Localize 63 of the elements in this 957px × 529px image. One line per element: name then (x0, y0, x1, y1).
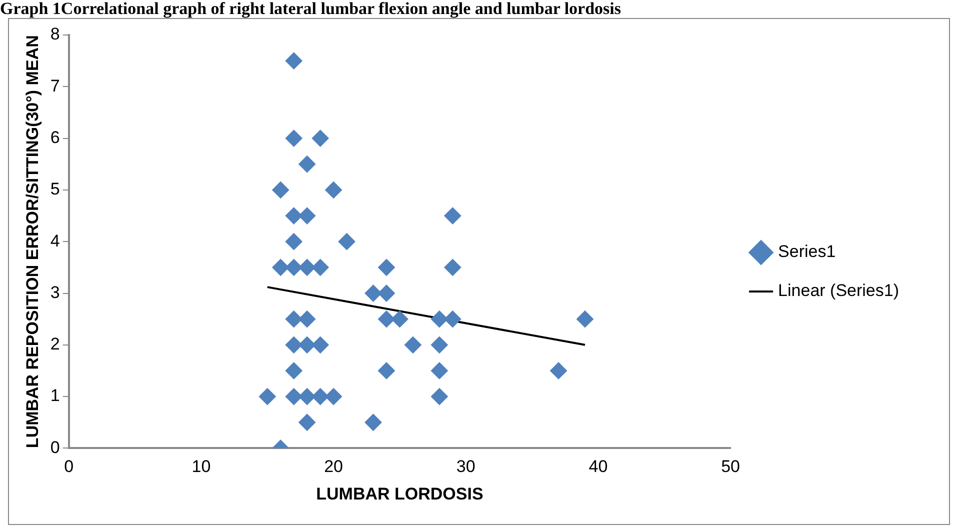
point (312, 130, 329, 147)
y-tick-label: 3 (50, 282, 60, 302)
point (444, 207, 462, 224)
y-tick-label: 4 (50, 231, 60, 250)
point (430, 310, 448, 328)
point (404, 336, 422, 354)
point (298, 414, 316, 431)
point (285, 336, 302, 354)
point (325, 388, 342, 406)
x-tick-label: 20 (324, 457, 343, 476)
x-tick-label: 40 (588, 457, 608, 476)
point (364, 284, 382, 302)
point (298, 207, 316, 224)
point (430, 362, 448, 380)
y-tick-label: 2 (50, 334, 60, 354)
point (298, 336, 316, 354)
legend-label: Series1 (778, 242, 836, 262)
y-tick-label: 8 (50, 24, 60, 44)
point (298, 310, 316, 328)
point (298, 388, 316, 406)
legend-label: Linear (Series1) (778, 281, 900, 300)
point (444, 310, 462, 328)
point (576, 310, 594, 328)
point (285, 258, 302, 276)
point (378, 284, 395, 302)
point (285, 52, 302, 70)
point (430, 336, 448, 354)
point (550, 362, 568, 380)
point (312, 258, 329, 276)
point (391, 310, 408, 328)
point (325, 181, 342, 198)
point (272, 181, 290, 198)
y-tick-label: 5 (50, 180, 60, 199)
x-tick-label: 10 (192, 457, 211, 476)
y-tick-label: 1 (50, 386, 60, 406)
point (378, 258, 395, 276)
x-tick-label: 50 (721, 457, 740, 476)
x-axis-title: LUMBAR LORDOSIS (316, 484, 484, 504)
point (430, 388, 448, 406)
point (258, 388, 276, 406)
point (444, 258, 462, 276)
point (312, 336, 329, 354)
point (285, 310, 302, 328)
point (378, 362, 395, 380)
point (378, 310, 395, 328)
point (364, 414, 382, 431)
y-axis-title: LUMBAR REPOSITION ERROR/SITTING(30°) MEAN (22, 35, 42, 448)
y-tick-label: 6 (50, 128, 60, 147)
point (285, 233, 302, 250)
point (285, 388, 302, 406)
x-tick-label: 0 (64, 457, 74, 476)
point (312, 388, 329, 406)
chart-title: Graph 1Correlational graph of right lateral lumbar flexion angle and lumbar lordosis (0, 0, 621, 18)
point (285, 207, 302, 224)
point (285, 362, 302, 380)
point (338, 233, 356, 250)
point (285, 130, 302, 147)
point (272, 258, 290, 276)
x-tick-label: 30 (456, 457, 476, 476)
point (298, 156, 316, 173)
y-tick-label: 0 (50, 438, 60, 457)
y-tick-label: 7 (50, 76, 60, 96)
point (298, 258, 316, 276)
